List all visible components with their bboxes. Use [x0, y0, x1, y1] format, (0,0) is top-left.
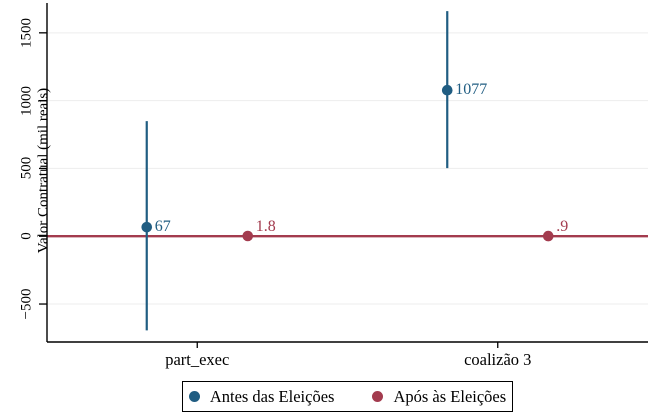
y-tick-label: 1000: [18, 85, 35, 116]
legend-label: Após às Eleições: [393, 386, 507, 406]
data-point-marker: [542, 230, 554, 242]
y-axis-title: Valor Contratual (mil reais): [35, 87, 52, 254]
data-point-label: .9: [556, 218, 569, 236]
legend-label: Antes das Eleições: [209, 386, 335, 406]
legend-item: Antes das Eleições: [188, 386, 335, 407]
y-tick-label: 0: [18, 232, 35, 240]
legend-marker-icon: [188, 391, 200, 402]
data-point-label: 67: [154, 218, 171, 236]
legend: Antes das Eleições Após às Eleições: [182, 381, 513, 412]
y-tick-label: 500: [18, 157, 35, 180]
legend-marker-icon: [372, 391, 384, 402]
y-tick-label: −500: [18, 288, 35, 320]
x-category-label: coalizão 3: [464, 350, 532, 369]
x-category-label: part_exec: [165, 350, 230, 369]
data-point-marker: [141, 221, 153, 233]
data-point-label: 1.8: [255, 217, 276, 235]
data-point-label: 1077: [455, 81, 488, 99]
data-point-marker: [441, 84, 453, 96]
y-tick-label: 1500: [18, 17, 35, 48]
legend-item: Após às Eleições: [372, 387, 506, 407]
data-point-marker: [242, 230, 254, 242]
